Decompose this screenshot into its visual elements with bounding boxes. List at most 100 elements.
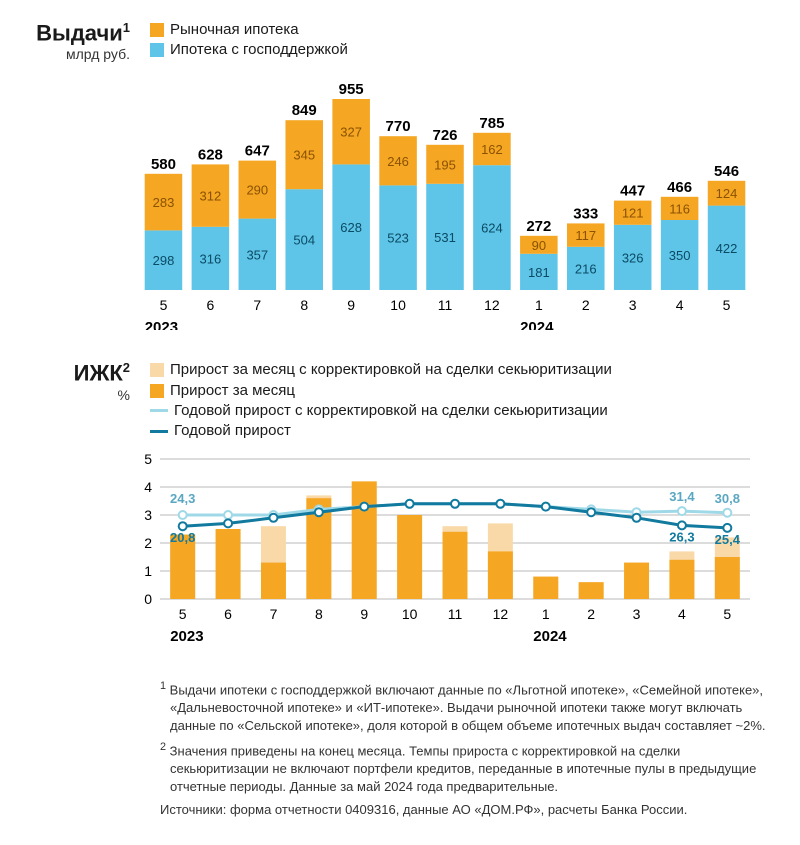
- sources: Источники: форма отчетности 0409316, дан…: [160, 801, 770, 819]
- bar-front: [261, 563, 286, 599]
- x-tick: 2: [582, 297, 590, 313]
- x-tick: 9: [360, 606, 368, 622]
- x-tick: 1: [542, 606, 550, 622]
- bar-top-label: 162: [481, 142, 503, 157]
- bar-front: [533, 577, 558, 599]
- bar-top-label: 121: [622, 206, 644, 221]
- y-tick: 3: [144, 507, 152, 523]
- bar-top-label: 124: [716, 187, 738, 202]
- chart1-header: Выдачи1 млрд руб. Рыночная ипотекаИпотек…: [30, 20, 770, 62]
- bar-front: [669, 560, 694, 599]
- bar-front: [488, 552, 513, 600]
- x-tick: 5: [160, 297, 168, 313]
- x-tick: 11: [438, 297, 453, 313]
- x-tick: 5: [723, 606, 731, 622]
- footnote-2: 2 Значения приведены на конец месяца. Те…: [160, 740, 770, 795]
- line-dark-marker: [315, 509, 323, 517]
- line-dark-marker: [360, 503, 368, 511]
- bar-top-label: 327: [340, 125, 362, 140]
- x-tick: 10: [390, 297, 406, 313]
- x-tick: 8: [300, 297, 308, 313]
- x-tick: 11: [448, 606, 463, 622]
- bar-bottom-label: 350: [669, 248, 691, 263]
- bar-total-label: 849: [292, 103, 317, 120]
- legend-item: Рыночная ипотека: [150, 20, 348, 40]
- legend-item: Ипотека с господдержкой: [150, 40, 348, 60]
- bar-bottom-label: 523: [387, 231, 409, 246]
- bar-bottom-label: 531: [434, 230, 456, 245]
- bar-front: [715, 557, 740, 599]
- x-tick: 9: [347, 297, 355, 313]
- line-dark-marker: [723, 524, 731, 532]
- bar-top-label: 290: [246, 183, 268, 198]
- x-tick: 8: [315, 606, 323, 622]
- chart-issuances: Выдачи1 млрд руб. Рыночная ипотекаИпотек…: [30, 20, 770, 330]
- line-callout: 30,8: [715, 491, 740, 506]
- year-label: 2023: [170, 628, 203, 645]
- x-tick: 4: [676, 297, 684, 313]
- y-tick: 1: [144, 563, 152, 579]
- legend-swatch: [150, 384, 164, 398]
- bar-total-label: 628: [198, 147, 223, 164]
- line-dark-marker: [269, 514, 277, 522]
- bar-bottom-label: 624: [481, 221, 503, 236]
- chart1-plot: 2982835805316312628635729064775043458498…: [30, 70, 770, 330]
- legend-label: Годовой прирост: [174, 421, 291, 441]
- legend-label: Годовой прирост с корректировкой на сдел…: [174, 401, 608, 421]
- x-tick: 3: [629, 297, 637, 313]
- bar-top-label: 116: [669, 202, 690, 217]
- y-tick: 2: [144, 535, 152, 551]
- x-tick: 4: [678, 606, 686, 622]
- y-tick: 5: [144, 451, 152, 467]
- bar-top-label: 246: [387, 154, 409, 169]
- legend-label: Прирост за месяц с корректировкой на сде…: [170, 360, 612, 380]
- line-dark-marker: [633, 514, 641, 522]
- legend-label: Рыночная ипотека: [170, 20, 299, 40]
- legend-item: Прирост за месяц с корректировкой на сде…: [150, 360, 612, 380]
- bar-front: [397, 515, 422, 599]
- line-light-marker: [224, 511, 232, 519]
- line-callout: 25,4: [715, 532, 741, 547]
- line-callout: 31,4: [669, 489, 695, 504]
- legend-swatch: [150, 43, 164, 57]
- x-tick: 2: [587, 606, 595, 622]
- line-callout: 20,8: [170, 531, 195, 546]
- footnote-1: 1 Выдачи ипотеки с господдержкой включаю…: [160, 679, 770, 734]
- x-tick: 12: [493, 606, 509, 622]
- bar-bottom-label: 298: [153, 254, 175, 269]
- chart2-plot: 012345567891011121234524,320,831,430,826…: [30, 449, 770, 649]
- line-callout: 26,3: [669, 530, 694, 545]
- bar-total-label: 333: [573, 206, 598, 223]
- bar-top-label: 283: [153, 195, 175, 210]
- bar-bottom-label: 181: [528, 265, 550, 280]
- x-tick: 6: [206, 297, 214, 313]
- y-tick: 4: [144, 479, 152, 495]
- year-label: 2024: [533, 628, 567, 645]
- bar-bottom-label: 326: [622, 251, 644, 266]
- bar-total-label: 785: [479, 115, 504, 132]
- x-tick: 3: [633, 606, 641, 622]
- chart2-subtitle: %: [30, 387, 130, 403]
- bar-bottom-label: 316: [200, 252, 222, 267]
- chart2-title: ИЖК2: [30, 360, 130, 386]
- bar-top-label: 195: [434, 158, 456, 173]
- bar-top-label: 345: [293, 148, 315, 163]
- bar-bottom-label: 504: [293, 233, 315, 248]
- bar-total-label: 770: [386, 119, 411, 136]
- line-light-marker: [678, 507, 686, 515]
- y-tick: 0: [144, 591, 152, 607]
- legend-item: Годовой прирост с корректировкой на сдел…: [150, 401, 612, 421]
- bar-bottom-label: 216: [575, 262, 597, 277]
- line-dark-marker: [406, 500, 414, 508]
- bar-total-label: 647: [245, 143, 270, 160]
- bar-total-label: 546: [714, 163, 739, 180]
- x-tick: 1: [535, 297, 543, 313]
- bar-top-label: 90: [532, 238, 546, 253]
- chart1-subtitle: млрд руб.: [30, 46, 130, 62]
- chart2-legend: Прирост за месяц с корректировкой на сде…: [150, 360, 612, 441]
- line-light-marker: [723, 509, 731, 517]
- bar-total-label: 272: [526, 218, 551, 235]
- chart1-legend: Рыночная ипотекаИпотека с господдержкой: [150, 20, 348, 61]
- legend-item: Годовой прирост: [150, 421, 612, 441]
- line-dark-marker: [542, 503, 550, 511]
